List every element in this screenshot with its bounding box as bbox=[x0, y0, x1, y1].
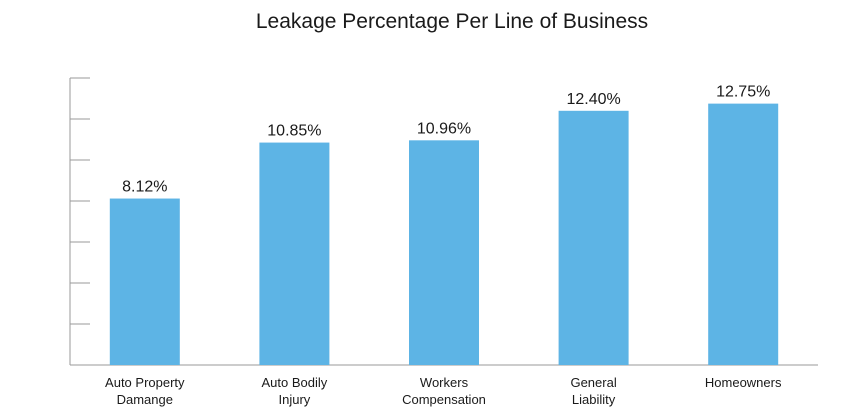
value-label: 12.75% bbox=[716, 84, 770, 101]
category-label: Homeowners bbox=[705, 375, 782, 390]
category-label: Auto Bodily bbox=[262, 375, 328, 390]
category-label: Liability bbox=[572, 392, 616, 407]
category-label: Injury bbox=[279, 392, 311, 407]
category-label: Workers bbox=[420, 375, 469, 390]
category-label: Damange bbox=[117, 392, 173, 407]
category-labels: Auto Property Damange Auto Bodily Injury Wor… bbox=[105, 375, 782, 407]
category-label: Compensation bbox=[402, 392, 486, 407]
category-label: Auto Property bbox=[105, 375, 185, 390]
chart-title: Leakage Percentage Per Line of Business bbox=[256, 10, 648, 33]
bar bbox=[259, 142, 330, 365]
value-label: 12.40% bbox=[566, 91, 620, 108]
value-label: 10.85% bbox=[267, 123, 321, 140]
bar bbox=[409, 140, 479, 365]
category-label: General bbox=[570, 375, 616, 390]
value-label: 10.96% bbox=[417, 120, 471, 137]
bars bbox=[109, 103, 779, 365]
value-labels: 8.12% 10.85% 10.96% 12.40% 12.75% bbox=[122, 84, 770, 196]
y-axis-ticks bbox=[70, 77, 90, 366]
bar bbox=[558, 110, 629, 365]
bar bbox=[708, 103, 779, 365]
bar bbox=[109, 198, 180, 365]
value-label: 8.12% bbox=[122, 179, 167, 196]
